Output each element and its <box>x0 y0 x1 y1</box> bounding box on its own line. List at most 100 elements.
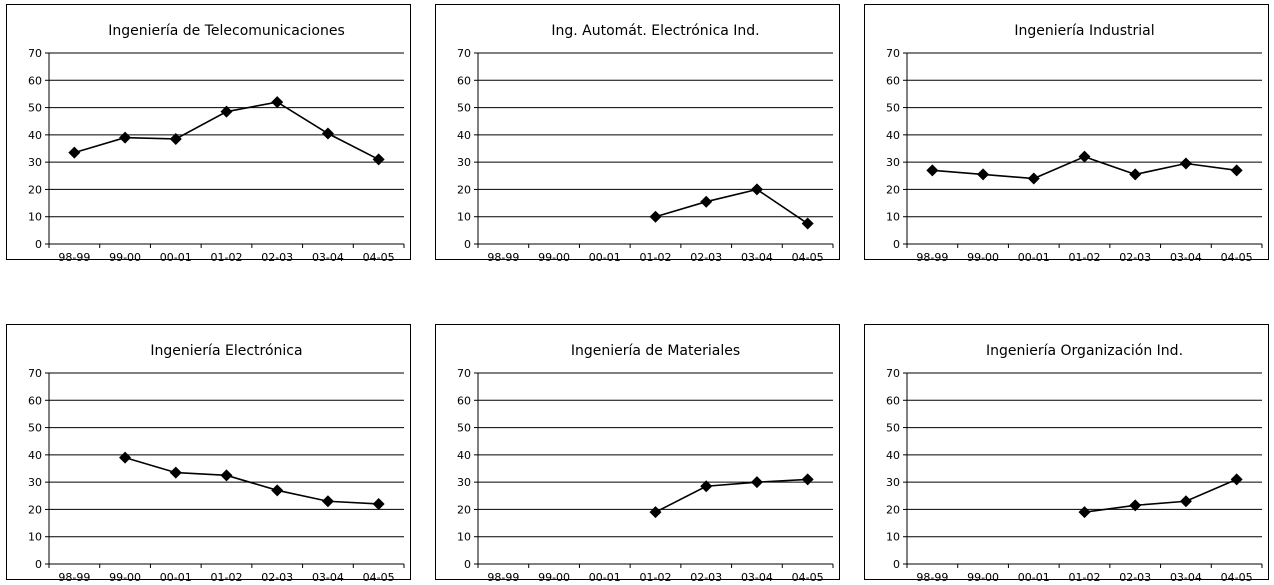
y-tick-label: 50 <box>28 422 42 435</box>
y-tick-label: 10 <box>457 531 471 544</box>
x-tick-label: 01-02 <box>211 251 243 261</box>
x-tick-label: 98-99 <box>58 571 90 581</box>
x-tick-label: 02-03 <box>261 571 293 581</box>
data-point-marker <box>1129 499 1142 512</box>
y-tick-label: 10 <box>457 211 471 224</box>
x-tick-label: 04-05 <box>1221 571 1253 581</box>
x-tick-label: 00-01 <box>160 251 192 261</box>
data-point-marker <box>977 168 990 181</box>
x-tick-label: 02-03 <box>261 251 293 261</box>
x-tick-label: 04-05 <box>363 571 395 581</box>
y-tick-label: 40 <box>457 129 471 142</box>
y-tick-label: 50 <box>28 102 42 115</box>
y-tick-label: 30 <box>28 156 42 169</box>
y-tick-label: 40 <box>28 449 42 462</box>
x-tick-label: 01-02 <box>1069 571 1101 581</box>
data-point-marker <box>271 484 284 497</box>
data-point-marker <box>372 497 385 510</box>
x-tick-label: 01-02 <box>211 571 243 581</box>
x-tick-label: 04-05 <box>363 251 395 261</box>
y-tick-label: 0 <box>464 558 471 571</box>
data-point-marker <box>119 131 132 144</box>
x-tick-label: 01-02 <box>640 571 672 581</box>
y-tick-label: 30 <box>457 156 471 169</box>
y-tick-label: 20 <box>457 503 471 516</box>
y-tick-label: 70 <box>28 47 42 60</box>
data-point-marker <box>926 164 939 177</box>
x-tick-label: 98-99 <box>916 571 948 581</box>
y-tick-label: 10 <box>886 531 900 544</box>
y-tick-label: 0 <box>464 238 471 251</box>
data-point-marker <box>1078 506 1091 519</box>
y-tick-label: 20 <box>886 183 900 196</box>
x-tick-label: 04-05 <box>1221 251 1253 261</box>
x-tick-label: 00-01 <box>589 251 621 261</box>
data-point-marker <box>750 183 763 196</box>
y-tick-label: 10 <box>28 531 42 544</box>
series-line <box>1084 478 1237 513</box>
data-point-marker <box>169 466 182 479</box>
chart-title: Ingeniería Organización Ind. <box>986 343 1183 359</box>
x-tick-label: 00-01 <box>160 571 192 581</box>
line-chart: Ingeniería Industrial 0 10 20 30 40 50 60 70 98-9… <box>886 23 1263 261</box>
data-point-marker <box>321 127 334 140</box>
data-point-marker <box>1230 473 1243 486</box>
y-tick-label: 60 <box>457 394 471 407</box>
x-tick-label: 99-00 <box>109 571 141 581</box>
data-point-marker <box>119 451 132 464</box>
x-tick-label: 02-03 <box>1119 251 1151 261</box>
series-line <box>655 478 808 513</box>
y-tick-label: 0 <box>35 238 42 251</box>
y-tick-label: 50 <box>457 422 471 435</box>
data-point-marker <box>1027 172 1040 185</box>
data-point-marker <box>169 132 182 145</box>
y-tick-label: 70 <box>457 47 471 60</box>
x-tick-label: 99-00 <box>109 251 141 261</box>
data-point-marker <box>649 506 662 519</box>
y-tick-label: 0 <box>893 238 900 251</box>
line-chart: Ingeniería de Materiales 0 10 20 30 40 50 60 70 9… <box>457 343 834 581</box>
data-point-marker <box>68 146 81 159</box>
x-tick-label: 99-00 <box>538 571 570 581</box>
y-tick-label: 60 <box>457 74 471 87</box>
x-tick-label: 04-05 <box>792 251 824 261</box>
y-tick-label: 20 <box>28 183 42 196</box>
y-tick-label: 50 <box>886 422 900 435</box>
data-point-marker <box>700 195 713 208</box>
x-tick-label: 00-01 <box>1018 571 1050 581</box>
x-tick-label: 03-04 <box>312 571 344 581</box>
line-chart: Ingeniería de Telecomunicaciones 0 10 20 30 4… <box>28 23 405 261</box>
data-point-marker <box>1129 168 1142 181</box>
x-tick-label: 99-00 <box>967 571 999 581</box>
chart-title: Ing. Automát. Electrónica Ind. <box>551 23 759 39</box>
x-tick-label: 00-01 <box>1018 251 1050 261</box>
y-tick-label: 10 <box>28 211 42 224</box>
chart-panel-2: Ing. Automát. Electrónica Ind. 0 10 20 30 40 5… <box>435 4 840 261</box>
y-tick-label: 70 <box>457 367 471 380</box>
data-point-marker <box>801 217 814 230</box>
x-tick-label: 98-99 <box>487 251 519 261</box>
y-tick-label: 40 <box>886 449 900 462</box>
y-tick-label: 70 <box>28 367 42 380</box>
chart-title: Ingeniería Industrial <box>1014 23 1154 39</box>
x-tick-label: 98-99 <box>487 571 519 581</box>
line-chart: Ingeniería Organización Ind. 0 10 20 30 40 50 6… <box>886 343 1263 581</box>
y-tick-label: 10 <box>886 211 900 224</box>
x-tick-label: 98-99 <box>58 251 90 261</box>
chart-panel-4: Ingeniería Electrónica 0 10 20 30 40 50 60 70 98-… <box>6 324 411 581</box>
y-tick-label: 60 <box>886 74 900 87</box>
y-tick-label: 30 <box>886 156 900 169</box>
y-tick-label: 40 <box>886 129 900 142</box>
chart-panel-5: Ingeniería de Materiales 0 10 20 30 40 50 60 70 9… <box>435 324 840 581</box>
x-tick-label: 02-03 <box>1119 571 1151 581</box>
y-tick-label: 30 <box>28 476 42 489</box>
y-tick-label: 0 <box>35 558 42 571</box>
data-point-marker <box>649 210 662 223</box>
y-tick-label: 70 <box>886 47 900 60</box>
data-point-marker <box>1179 157 1192 170</box>
data-point-marker <box>1230 164 1243 177</box>
x-tick-label: 00-01 <box>589 571 621 581</box>
series-line <box>124 456 379 505</box>
data-point-marker <box>1179 495 1192 508</box>
data-point-marker <box>220 469 233 482</box>
